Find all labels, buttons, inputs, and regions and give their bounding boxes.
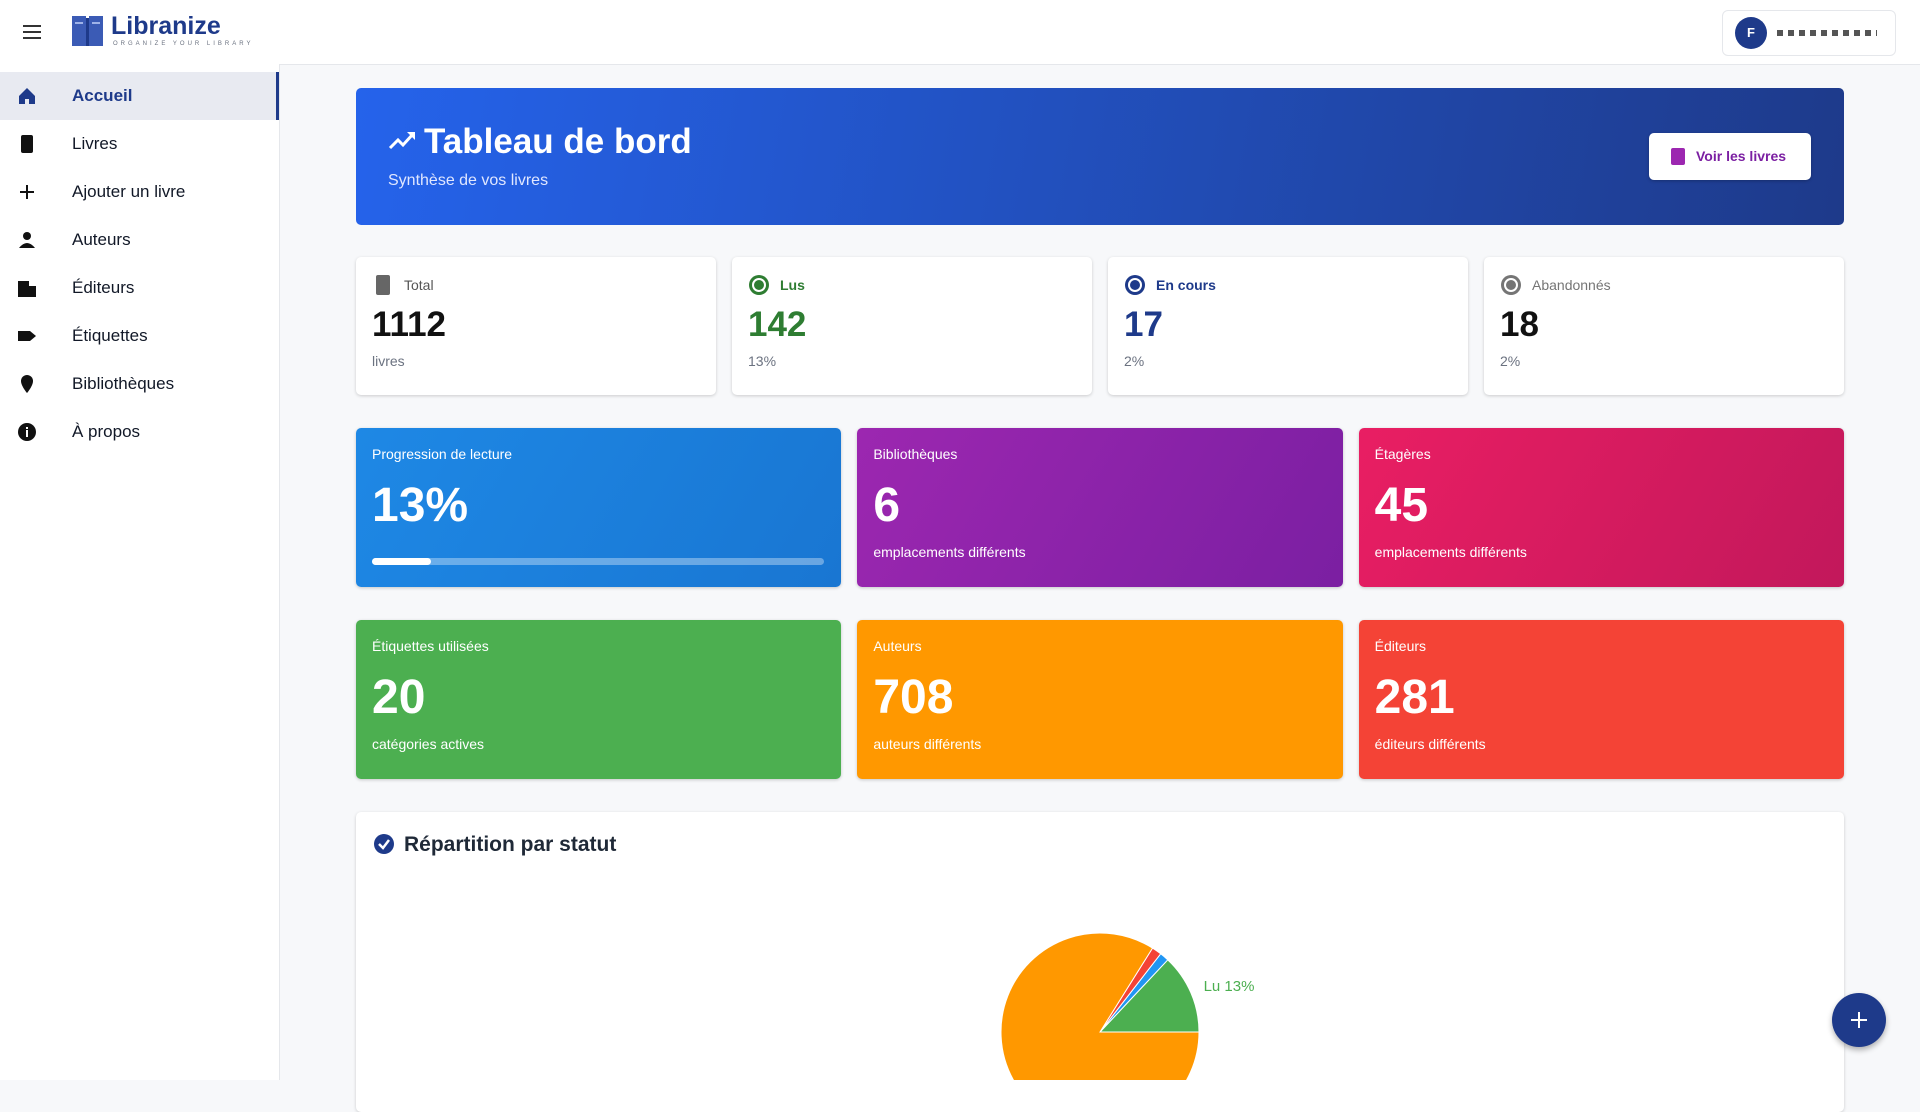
nav-icon (18, 331, 36, 341)
nav-label: À propos (72, 422, 141, 441)
stat-card: Abandonnés 18 2% (1484, 257, 1844, 395)
tile-sub: éditeurs différents (1374, 736, 1486, 752)
nav-icon (21, 135, 33, 153)
add-fab[interactable] (1832, 993, 1886, 1047)
nav-item[interactable]: Accueil (0, 72, 279, 120)
plus-icon (1851, 1012, 1867, 1028)
button-label: Voir les livres (1696, 148, 1787, 164)
stat-tile: Bibliothèques 6 emplacements différents (857, 428, 1343, 587)
tile-sub: auteurs différents (873, 736, 982, 752)
nav-item[interactable]: Étiquettes (0, 312, 279, 360)
nav-item[interactable]: Ajouter un livre (0, 168, 279, 216)
sidebar: Accueil Livres Ajouter un livre Auteurs Édit… (0, 64, 280, 1080)
stat-tile: Étiquettes utilisées 20 catégories actives (356, 620, 842, 779)
tile-value: 13% (372, 479, 469, 532)
tile-value: 20 (372, 671, 426, 724)
hero-title: Tableau de bord (424, 122, 692, 161)
stat-icon (376, 275, 390, 295)
stat-label: Lus (780, 277, 805, 293)
stat-label: Abandonnés (1532, 277, 1611, 293)
nav-label: Accueil (72, 86, 133, 105)
stat-value: 18 (1500, 305, 1539, 344)
progress-track (372, 558, 824, 565)
stat-card: Lus 142 13% (732, 257, 1092, 395)
page: {"header":{"logo":"Libranize","tagline":… (0, 0, 1920, 1080)
avatar: F (1735, 17, 1767, 49)
nav-item[interactable]: Éditeurs (0, 264, 279, 312)
stat-label: En cours (1156, 277, 1216, 293)
nav-item[interactable]: Livres (0, 120, 279, 168)
stat-sub: 2% (1124, 353, 1145, 369)
tile-value: 281 (1374, 671, 1455, 724)
tile-label: Éditeurs (1374, 638, 1427, 654)
logo-tagline: ORGANIZE YOUR LIBRARY (113, 41, 254, 47)
stat-sub: livres (372, 353, 405, 369)
stat-label: Total (404, 277, 434, 293)
tile-label: Progression de lecture (372, 446, 513, 462)
stat-value: 1112 (372, 305, 446, 344)
stat-card: Total 1112 livres (356, 257, 716, 395)
status-chart-card: Répartition par statut (356, 812, 1844, 1112)
nav-item[interactable]: Bibliothèques (0, 360, 279, 408)
nav-label: Bibliothèques (72, 374, 175, 393)
nav-label: Éditeurs (72, 278, 135, 297)
stat-card: En cours 17 2% (1108, 257, 1468, 395)
tile-sub: emplacements différents (1374, 544, 1527, 560)
stat-tile: Éditeurs 281 éditeurs différents (1358, 620, 1844, 779)
tile-label: Étagères (1374, 446, 1431, 462)
nav-icon (18, 281, 36, 297)
tile-value: 45 (1374, 479, 1429, 532)
stat-icon (1125, 275, 1145, 295)
nav-icon (19, 232, 35, 248)
nav-icon (21, 375, 33, 393)
stat-value: 17 (1124, 305, 1163, 344)
stat-tile: Étagères 45 emplacements différents (1358, 428, 1844, 587)
hero-banner: Tableau de bord Synthèse de vos livres V… (356, 88, 1844, 225)
nav-icon (19, 88, 35, 104)
nav-icon (18, 423, 36, 441)
logo-text: Libranize (111, 12, 221, 40)
logo-icon (72, 16, 103, 46)
tile-label: Auteurs (873, 638, 922, 654)
nav-label: Ajouter un livre (72, 182, 186, 201)
menu-button[interactable] (20, 20, 44, 44)
nav-label: Étiquettes (72, 326, 148, 345)
progress-bar (372, 558, 431, 565)
stat-value: 142 (748, 305, 807, 344)
chart-title: Répartition par statut (404, 833, 617, 856)
book-icon (1671, 148, 1685, 165)
user-menu[interactable]: F (1722, 10, 1896, 56)
stat-tile: Auteurs 708 auteurs différents (857, 620, 1343, 779)
app-header: Libranize ORGANIZE YOUR LIBRARY F (0, 0, 1920, 65)
check-icon (374, 834, 394, 854)
tile-label: Bibliothèques (873, 446, 958, 462)
stat-sub: 2% (1500, 353, 1521, 369)
tile-label: Étiquettes utilisées (372, 638, 489, 654)
nav-icon (20, 185, 34, 199)
nav-label: Auteurs (72, 230, 131, 249)
tile-sub: catégories actives (372, 736, 485, 752)
stat-sub: 13% (748, 353, 777, 369)
tile-sub: emplacements différents (873, 544, 1026, 560)
stat-tile: Progression de lecture 13% (356, 428, 842, 587)
stat-icon (749, 275, 769, 295)
nav-label: Livres (72, 134, 118, 153)
trend-icon (388, 132, 415, 150)
tile-value: 708 (873, 671, 954, 724)
hero-subtitle: Synthèse de vos livres (388, 172, 549, 189)
masked-username (1777, 30, 1877, 36)
nav-item[interactable]: Auteurs (0, 216, 279, 264)
tile-value: 6 (873, 479, 901, 532)
nav-item[interactable]: À propos (0, 408, 279, 456)
view-books-button[interactable]: Voir les livres (1649, 133, 1811, 180)
stat-icon (1501, 275, 1521, 295)
